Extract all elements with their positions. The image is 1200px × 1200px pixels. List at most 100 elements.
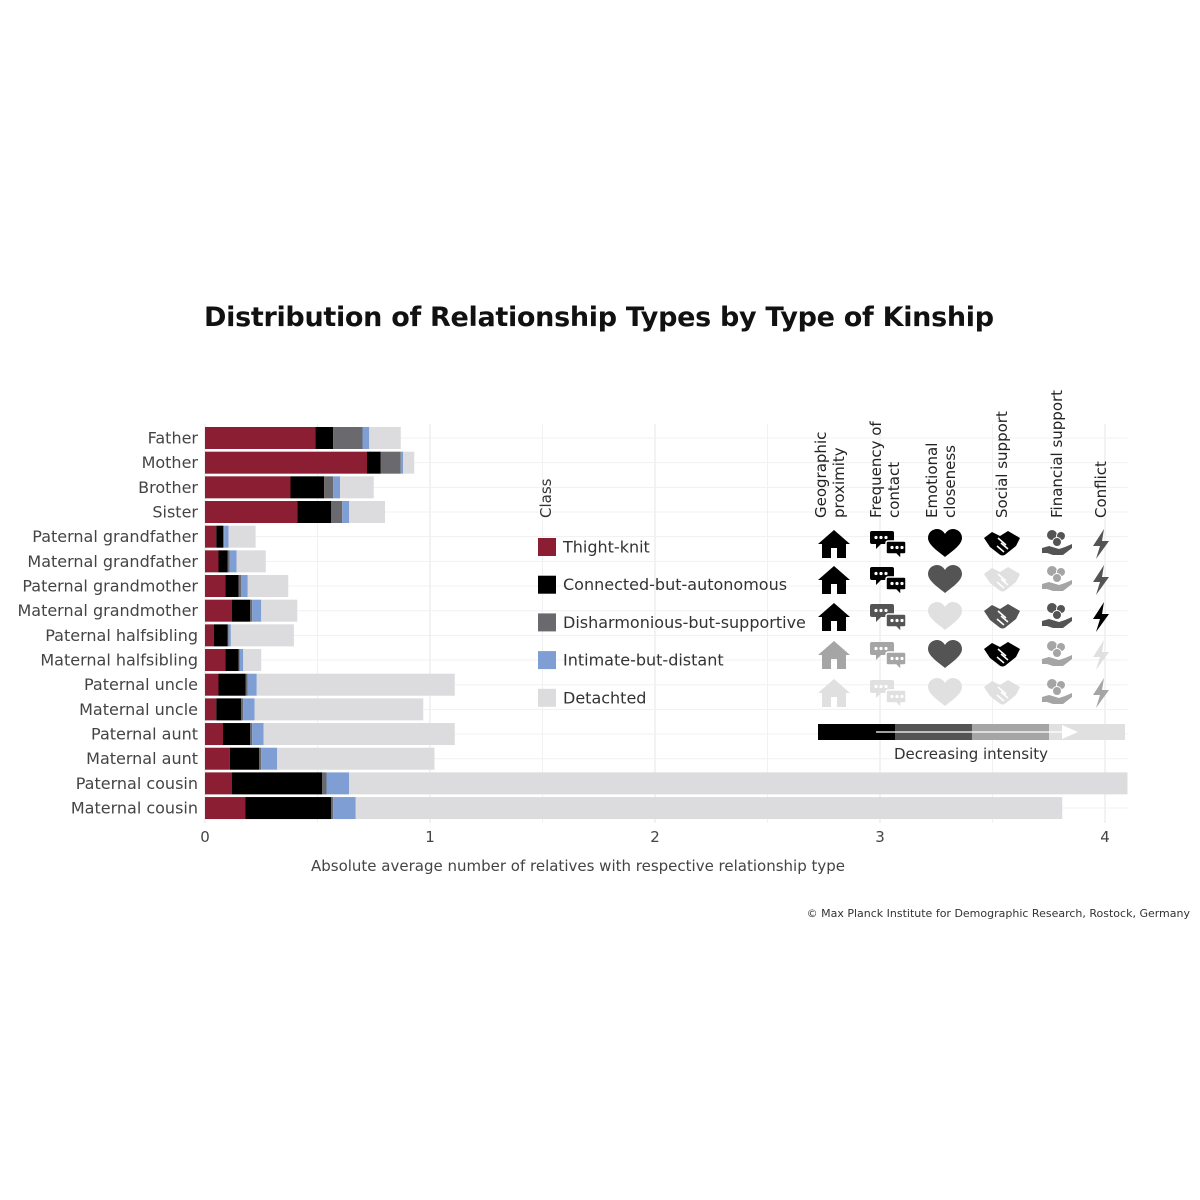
bar-paternal-halfsibling-connected-but-autonomous xyxy=(214,624,228,647)
coins-hand-icon xyxy=(1042,679,1072,704)
bar-maternal-uncle-thight-knit xyxy=(205,698,217,721)
bar-paternal-aunt-detachted xyxy=(263,723,455,746)
bar-maternal-aunt-intimate-but-distant xyxy=(261,747,277,770)
legend-label: Intimate-but-distant xyxy=(563,651,724,670)
chat-bubbles-icon xyxy=(870,604,907,634)
category-label: Maternal cousin xyxy=(71,799,198,818)
bar-paternal-cousin-connected-but-autonomous xyxy=(232,772,322,795)
bar-father-disharmonious-but-supportive xyxy=(333,427,363,449)
house-icon xyxy=(818,641,850,669)
bar-maternal-aunt-thight-knit xyxy=(205,747,230,770)
house-icon xyxy=(818,566,850,594)
bar-maternal-halfsibling-intimate-but-distant xyxy=(239,649,244,672)
lightning-icon xyxy=(1093,529,1109,559)
chat-bubbles-icon xyxy=(870,642,907,672)
bar-maternal-halfsibling-thight-knit xyxy=(205,649,226,672)
dimension-header: Social support xyxy=(993,411,1011,518)
bar-paternal-halfsibling-disharmonious-but-supportive xyxy=(227,624,229,647)
legend-swatch-intimate-but-distant xyxy=(538,651,556,670)
bar-brother-connected-but-autonomous xyxy=(290,476,325,499)
bar-father-connected-but-autonomous xyxy=(315,427,334,449)
heart-icon xyxy=(928,640,962,668)
dimension-header-line: closeness xyxy=(941,445,959,518)
lightning-icon xyxy=(1093,602,1109,632)
bar-brother-intimate-but-distant xyxy=(333,476,340,499)
bar-maternal-aunt-connected-but-autonomous xyxy=(229,747,259,770)
bar-maternal-cousin-intimate-but-distant xyxy=(333,797,356,820)
lightning-icon xyxy=(1093,678,1109,708)
bar-paternal-aunt-connected-but-autonomous xyxy=(223,723,250,746)
bar-maternal-grandfather-thight-knit xyxy=(205,550,219,573)
category-label: Paternal grandfather xyxy=(32,527,198,546)
coins-hand-icon xyxy=(1042,641,1072,666)
bar-mother-intimate-but-distant xyxy=(400,451,403,474)
bar-father-intimate-but-distant xyxy=(362,427,370,449)
intensity-segment xyxy=(818,724,895,740)
x-tick-label: 4 xyxy=(1100,828,1110,846)
bar-stack-area xyxy=(205,427,1128,820)
handshake-icon xyxy=(984,680,1020,705)
dimension-matrix: Geographic proximity Frequency of contact Em… xyxy=(812,390,1110,710)
bar-paternal-grandfather-thight-knit xyxy=(205,525,217,548)
chat-bubbles-icon xyxy=(870,567,907,597)
dimension-header: Geographic proximity xyxy=(812,432,848,518)
legend-title: Class xyxy=(537,478,555,518)
chat-bubbles-icon xyxy=(870,531,907,561)
house-icon xyxy=(818,530,850,558)
bar-maternal-uncle-detachted xyxy=(254,698,424,721)
page-title: Distribution of Relationship Types by Ty… xyxy=(204,302,994,333)
dimension-header-line: Emotional xyxy=(923,443,941,518)
x-tick-label: 3 xyxy=(875,828,885,846)
bar-maternal-grandfather-connected-but-autonomous xyxy=(218,550,228,573)
heart-icon xyxy=(928,565,962,593)
bar-maternal-uncle-intimate-but-distant xyxy=(243,698,255,721)
bar-paternal-uncle-thight-knit xyxy=(205,673,219,696)
dimension-header-line: Financial support xyxy=(1048,390,1066,518)
legend-swatch-disharmonious-but-supportive xyxy=(538,613,556,632)
grid-lines xyxy=(204,424,1128,823)
coins-hand-icon xyxy=(1042,566,1072,591)
dimension-header-line: Conflict xyxy=(1092,461,1110,518)
category-label: Paternal cousin xyxy=(76,774,198,793)
bar-paternal-grandfather-disharmonious-but-supportive xyxy=(223,525,225,548)
category-label: Maternal grandfather xyxy=(27,552,198,571)
copyright-note: © Max Planck Institute for Demographic R… xyxy=(806,907,1190,920)
bar-paternal-uncle-intimate-but-distant xyxy=(247,673,257,696)
legend-label: Disharmonious-but-supportive xyxy=(563,613,806,632)
bar-paternal-halfsibling-detachted xyxy=(230,624,294,647)
category-label: Maternal uncle xyxy=(79,700,198,719)
bar-paternal-halfsibling-intimate-but-distant xyxy=(228,624,231,647)
category-label: Brother xyxy=(138,478,198,497)
house-icon xyxy=(818,603,850,631)
bar-paternal-cousin-detachted xyxy=(349,772,1128,795)
legend-swatch-detachted xyxy=(538,688,556,707)
bar-paternal-grandfather-intimate-but-distant xyxy=(224,525,229,548)
bar-paternal-uncle-connected-but-autonomous xyxy=(218,673,246,696)
handshake-icon xyxy=(984,567,1020,592)
bar-paternal-grandmother-thight-knit xyxy=(205,575,226,598)
house-icon xyxy=(818,679,850,707)
lightning-icon xyxy=(1093,565,1109,595)
dimension-header: Frequency of contact xyxy=(867,421,903,518)
legend-label: Detachted xyxy=(563,688,646,707)
bar-father-detachted xyxy=(369,427,401,449)
category-label: Paternal grandmother xyxy=(22,577,198,596)
dimension-header-line: Social support xyxy=(993,411,1011,518)
bar-paternal-uncle-disharmonious-but-supportive xyxy=(245,673,248,696)
bar-sister-intimate-but-distant xyxy=(342,501,349,524)
x-tick-label: 2 xyxy=(650,828,660,846)
bar-maternal-grandmother-thight-knit xyxy=(205,599,232,622)
bar-paternal-grandmother-detachted xyxy=(247,575,289,598)
intensity-label: Decreasing intensity xyxy=(894,745,1048,763)
bar-maternal-cousin-disharmonious-but-supportive xyxy=(331,797,334,820)
coins-hand-icon xyxy=(1042,603,1072,628)
bar-paternal-uncle-detachted xyxy=(256,673,455,696)
chat-bubbles-icon xyxy=(870,680,907,710)
bar-maternal-aunt-detachted xyxy=(277,747,435,770)
x-tick-label: 1 xyxy=(425,828,435,846)
x-tick-label: 0 xyxy=(200,828,210,846)
dimension-header: Conflict xyxy=(1092,461,1110,518)
bar-brother-thight-knit xyxy=(205,476,291,499)
category-label: Maternal halfsibling xyxy=(40,651,198,670)
